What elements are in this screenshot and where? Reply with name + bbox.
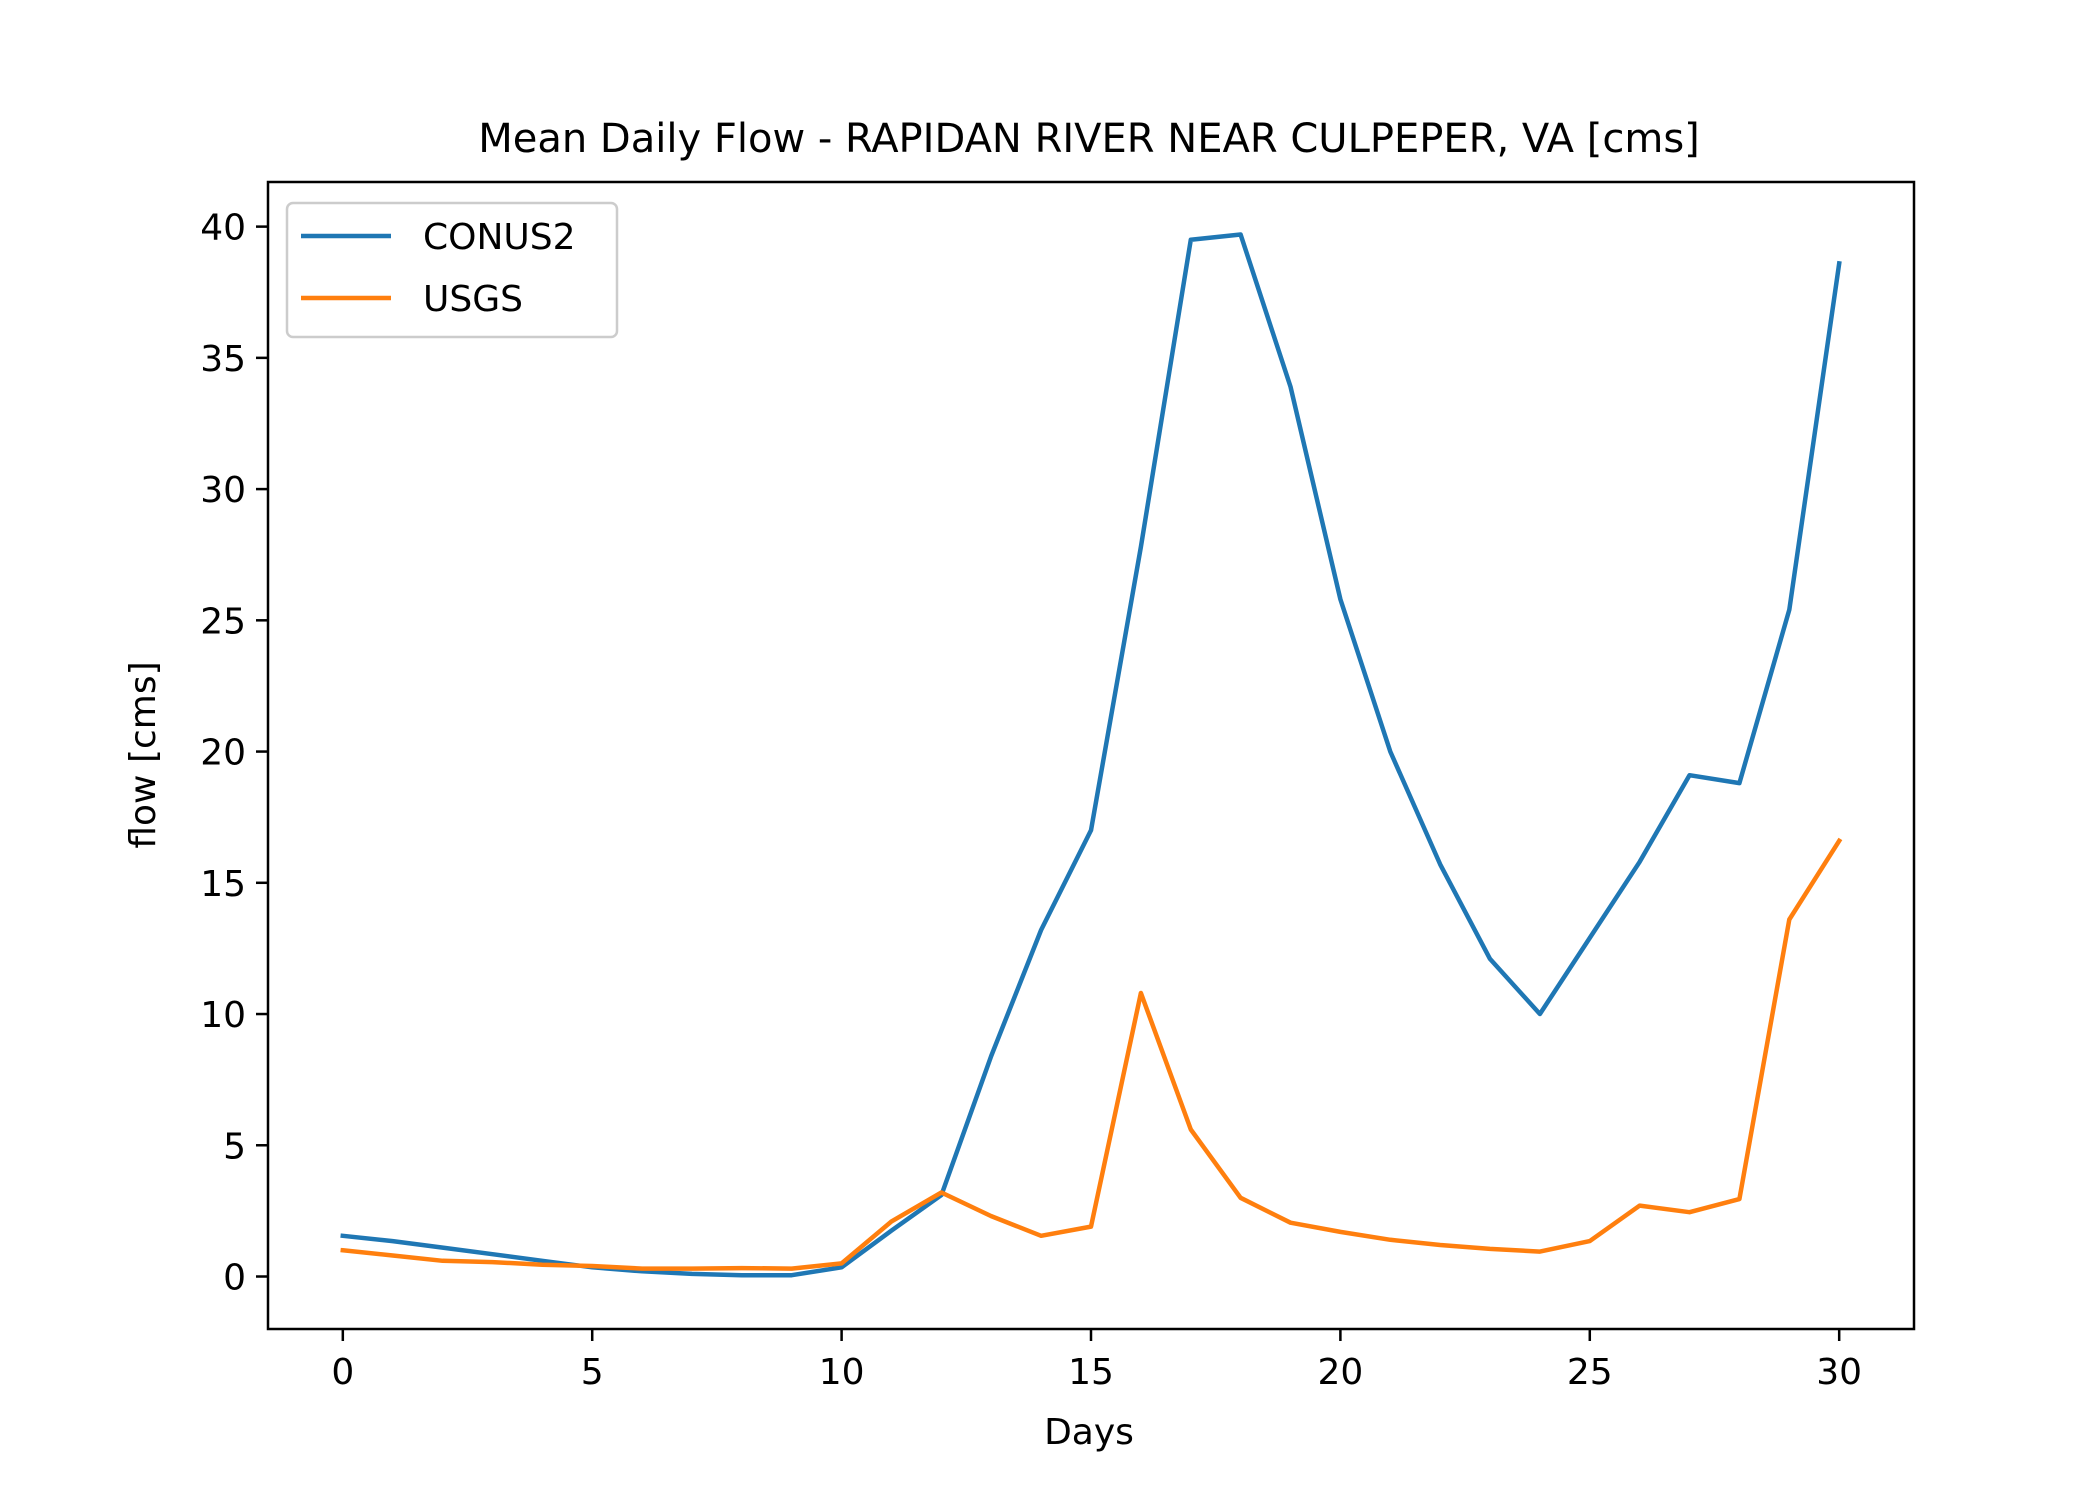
- y-tick-label: 5: [223, 1126, 246, 1167]
- x-tick-label: 5: [581, 1352, 604, 1393]
- y-axis-label: flow [cms]: [123, 661, 164, 848]
- legend: CONUS2 USGS: [287, 203, 617, 337]
- y-tick-label: 15: [200, 864, 246, 905]
- y-tick-label: 25: [200, 601, 246, 642]
- y-tick-label: 35: [200, 339, 246, 380]
- x-tick-label: 0: [331, 1352, 354, 1393]
- x-tick-label: 15: [1068, 1352, 1114, 1393]
- x-axis-label: Days: [1044, 1412, 1134, 1453]
- y-tick-label: 40: [200, 208, 246, 249]
- legend-label-conus2: CONUS2: [423, 217, 576, 258]
- y-tick-label: 30: [200, 470, 246, 511]
- x-tick-label: 20: [1317, 1352, 1363, 1393]
- x-tick-label: 25: [1567, 1352, 1613, 1393]
- x-tick-label: 30: [1816, 1352, 1862, 1393]
- y-tick-label: 0: [223, 1258, 246, 1299]
- legend-label-usgs: USGS: [423, 279, 523, 320]
- y-tick-label: 10: [200, 995, 246, 1036]
- chart-title: Mean Daily Flow - RAPIDAN RIVER NEAR CUL…: [478, 116, 1700, 162]
- x-tick-label: 10: [819, 1352, 865, 1393]
- y-tick-label: 20: [200, 733, 246, 774]
